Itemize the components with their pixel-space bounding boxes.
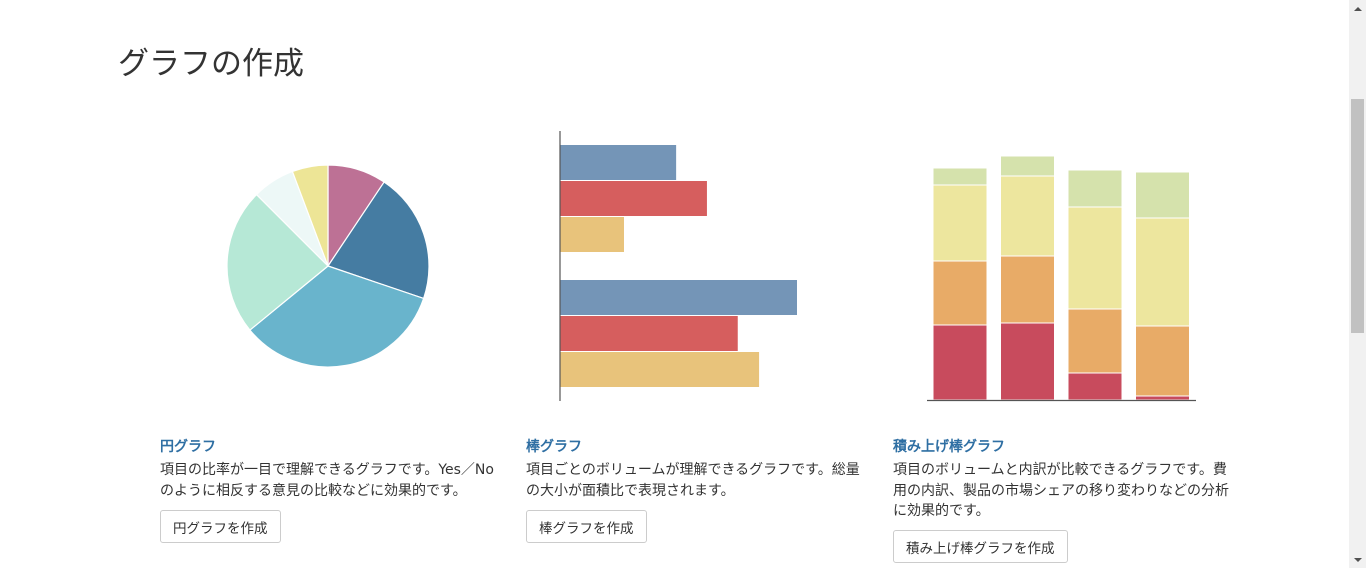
stack-1-seg-2 xyxy=(932,260,988,326)
stacked-bar-chart-card-description: 項目のボリュームと内訳が比較できるグラフです。費用の内訳、製品の市場シェアの移り… xyxy=(893,462,1229,519)
stack-2-seg-4 xyxy=(1000,155,1055,177)
pie-chart-card-description: 項目の比率が一目で理解できるグラフです。Yes／Noのように相反する意見の比較な… xyxy=(160,462,494,499)
bar-1-2 xyxy=(560,181,707,216)
create-stacked-bar-chart-button[interactable]: 積み上げ棒グラフを作成 xyxy=(893,530,1068,563)
bar-2-2 xyxy=(560,316,738,351)
stack-4-seg-2 xyxy=(1135,325,1190,397)
stack-4-seg-3 xyxy=(1135,217,1190,327)
stack-2-seg-2 xyxy=(1000,255,1055,324)
pie-chart-card-title[interactable]: 円グラフ xyxy=(160,439,216,455)
scrollbar-thumb[interactable] xyxy=(1351,99,1364,333)
scroll-down-arrow-icon[interactable] xyxy=(1349,551,1366,568)
bar-2-3 xyxy=(560,352,760,387)
pie-slice-2 xyxy=(327,181,430,300)
stack-1-seg-4 xyxy=(932,167,988,186)
stack-3-seg-2 xyxy=(1067,308,1123,374)
stack-3-seg-1 xyxy=(1067,372,1123,401)
bar-chart-illustration xyxy=(559,131,797,401)
bar-2-1 xyxy=(560,280,797,315)
bar-1-3 xyxy=(560,217,624,252)
bar-chart-card-description: 項目ごとのボリュームが理解できるグラフです。総量の大小が面積比で表現されます。 xyxy=(526,462,860,499)
bar-1-1 xyxy=(560,145,677,180)
pie-slice-6 xyxy=(291,164,329,267)
stack-4-seg-4 xyxy=(1135,171,1190,219)
stack-3-seg-3 xyxy=(1067,206,1123,310)
stack-2-seg-1 xyxy=(1000,322,1055,401)
stack-1-seg-3 xyxy=(932,184,988,262)
scroll-up-arrow-icon[interactable] xyxy=(1349,0,1366,17)
create-bar-chart-button[interactable]: 棒グラフを作成 xyxy=(526,510,647,543)
stack-1-seg-1 xyxy=(932,324,988,401)
pie-chart-illustration xyxy=(226,164,430,368)
pie-slice-4 xyxy=(226,193,329,331)
create-pie-chart-button[interactable]: 円グラフを作成 xyxy=(160,510,281,543)
stacked-bar-chart-illustration xyxy=(927,155,1196,402)
stack-2-seg-3 xyxy=(1000,175,1055,257)
bar-chart-card-title[interactable]: 棒グラフ xyxy=(526,439,582,455)
pie-slice-3 xyxy=(249,265,425,368)
stacked-bar-chart-card-title[interactable]: 積み上げ棒グラフ xyxy=(893,439,1005,455)
stack-3-seg-4 xyxy=(1067,169,1123,208)
stack-4-seg-1 xyxy=(1135,395,1190,401)
vertical-scrollbar[interactable] xyxy=(1349,0,1366,568)
page-title: グラフの作成 xyxy=(118,46,304,82)
